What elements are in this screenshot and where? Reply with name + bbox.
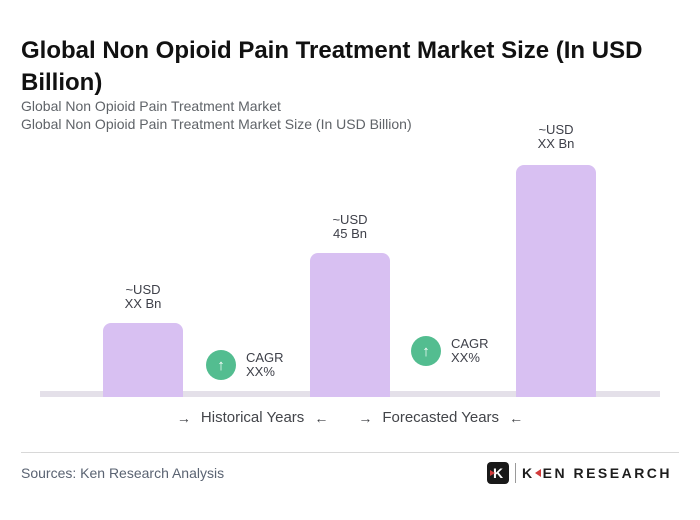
legend-forecasted-label: Forecasted Years bbox=[382, 409, 500, 426]
red-triangle-icon bbox=[490, 470, 495, 476]
cagr-badge-historical: ↑ CAGR XX% bbox=[206, 350, 284, 380]
up-arrow-icon: ↑ bbox=[206, 350, 236, 380]
bar-value-label: ~USD XX Bn bbox=[537, 122, 575, 151]
left-arrow-icon: ← bbox=[314, 409, 329, 426]
right-arrow-icon: → bbox=[358, 409, 373, 426]
ken-research-logo: K K EN RESEARCH bbox=[487, 462, 672, 484]
legend-historical: → Historical Years ← bbox=[177, 409, 328, 426]
subtitle-line-2: Global Non Opioid Pain Treatment Market … bbox=[21, 116, 412, 132]
bar-value-label: ~USD XX Bn bbox=[124, 282, 162, 311]
legend-historical-label: Historical Years bbox=[200, 409, 305, 426]
red-triangle-icon bbox=[534, 469, 541, 477]
cagr-badge-forecasted: ↑ CAGR XX% bbox=[411, 336, 489, 366]
logo-k-icon: K bbox=[487, 462, 509, 484]
cagr-text: CAGR XX% bbox=[246, 350, 284, 379]
cagr-text: CAGR XX% bbox=[451, 336, 489, 365]
chart-subtitle: Global Non Opioid Pain Treatment Market … bbox=[21, 97, 412, 133]
period-legend: → Historical Years ← → Forecasted Years … bbox=[0, 409, 700, 426]
up-arrow-icon: ↑ bbox=[411, 336, 441, 366]
sources-text: Sources: Ken Research Analysis bbox=[21, 465, 225, 481]
left-arrow-icon: ← bbox=[509, 409, 524, 426]
right-arrow-icon: → bbox=[176, 409, 191, 426]
bar-value-label: ~USD 45 Bn bbox=[332, 212, 368, 241]
bar-historical bbox=[103, 323, 183, 397]
chart-title: Global Non Opioid Pain Treatment Market … bbox=[21, 37, 643, 97]
logo-divider bbox=[515, 463, 516, 483]
bar-base-year bbox=[310, 253, 390, 397]
footer-divider bbox=[21, 452, 679, 453]
subtitle-line-1: Global Non Opioid Pain Treatment Market bbox=[21, 98, 281, 114]
legend-forecasted: → Forecasted Years ← bbox=[358, 409, 523, 426]
logo-wordmark: K EN RESEARCH bbox=[522, 465, 673, 481]
bar-forecasted bbox=[516, 165, 596, 397]
